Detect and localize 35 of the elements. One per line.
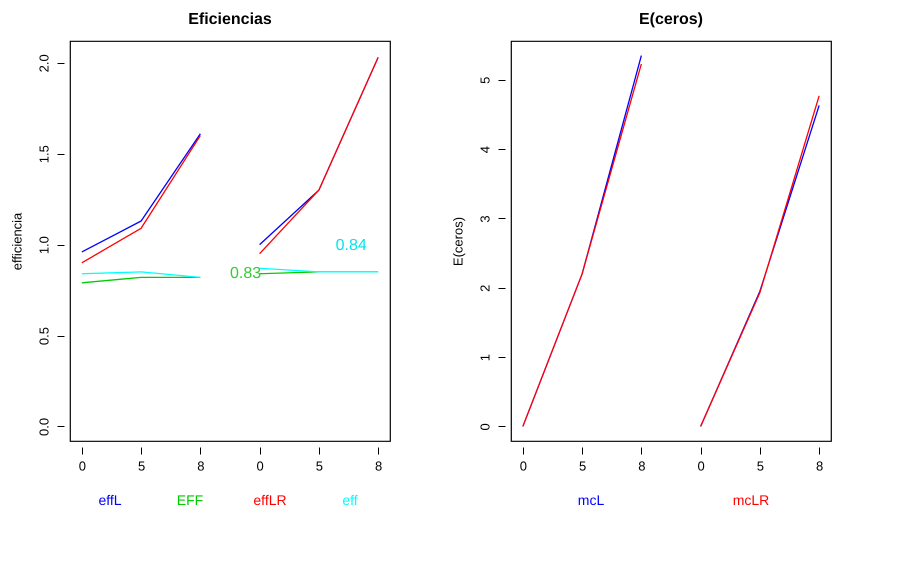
x-tick-label: 0 <box>256 458 264 474</box>
x-tick-label: 8 <box>197 458 204 474</box>
y-tick-label: 0 <box>478 423 492 431</box>
y-tick-label: 2 <box>478 284 492 292</box>
y-tick-label: 1.5 <box>36 145 52 164</box>
x-tick-label: 5 <box>578 458 586 474</box>
y-tick-label: 3 <box>478 215 492 223</box>
y-tick-label: 0.5 <box>36 327 52 346</box>
x-tick-label: 0 <box>520 458 527 474</box>
annotation: 0.84 <box>336 237 367 254</box>
y-tick-label: 5 <box>478 76 492 84</box>
x-tick-label: 8 <box>638 458 646 474</box>
x-tick-label: 5 <box>316 458 324 474</box>
annotation: 0.83 <box>230 265 262 282</box>
y-tick-label: 1 <box>478 354 492 362</box>
text: effLR <box>253 492 287 508</box>
y-axis-title: E(ceros) <box>450 216 466 266</box>
y-tick-label: 0.0 <box>36 418 52 436</box>
chart-title: Eficiencias <box>188 11 272 28</box>
x-tick-label: 5 <box>756 458 764 474</box>
x-tick-label: 8 <box>816 458 824 474</box>
y-axis-title: efficiencia <box>10 212 24 270</box>
text: effL <box>98 492 122 508</box>
x-tick-label: 5 <box>138 458 146 474</box>
y-tick-label: 1.0 <box>36 236 52 254</box>
y-tick-label: 4 <box>478 146 492 154</box>
text: EFF <box>176 492 204 508</box>
text: eff <box>342 492 358 508</box>
x-tick-label: 0 <box>698 458 705 474</box>
x-tick-label: 8 <box>375 458 382 474</box>
text: mcLR <box>732 492 770 508</box>
chart-title: E(ceros) <box>638 11 704 28</box>
y-tick-label: 2.0 <box>36 54 52 72</box>
text: mcL <box>578 492 604 508</box>
x-tick-label: 0 <box>78 458 86 474</box>
